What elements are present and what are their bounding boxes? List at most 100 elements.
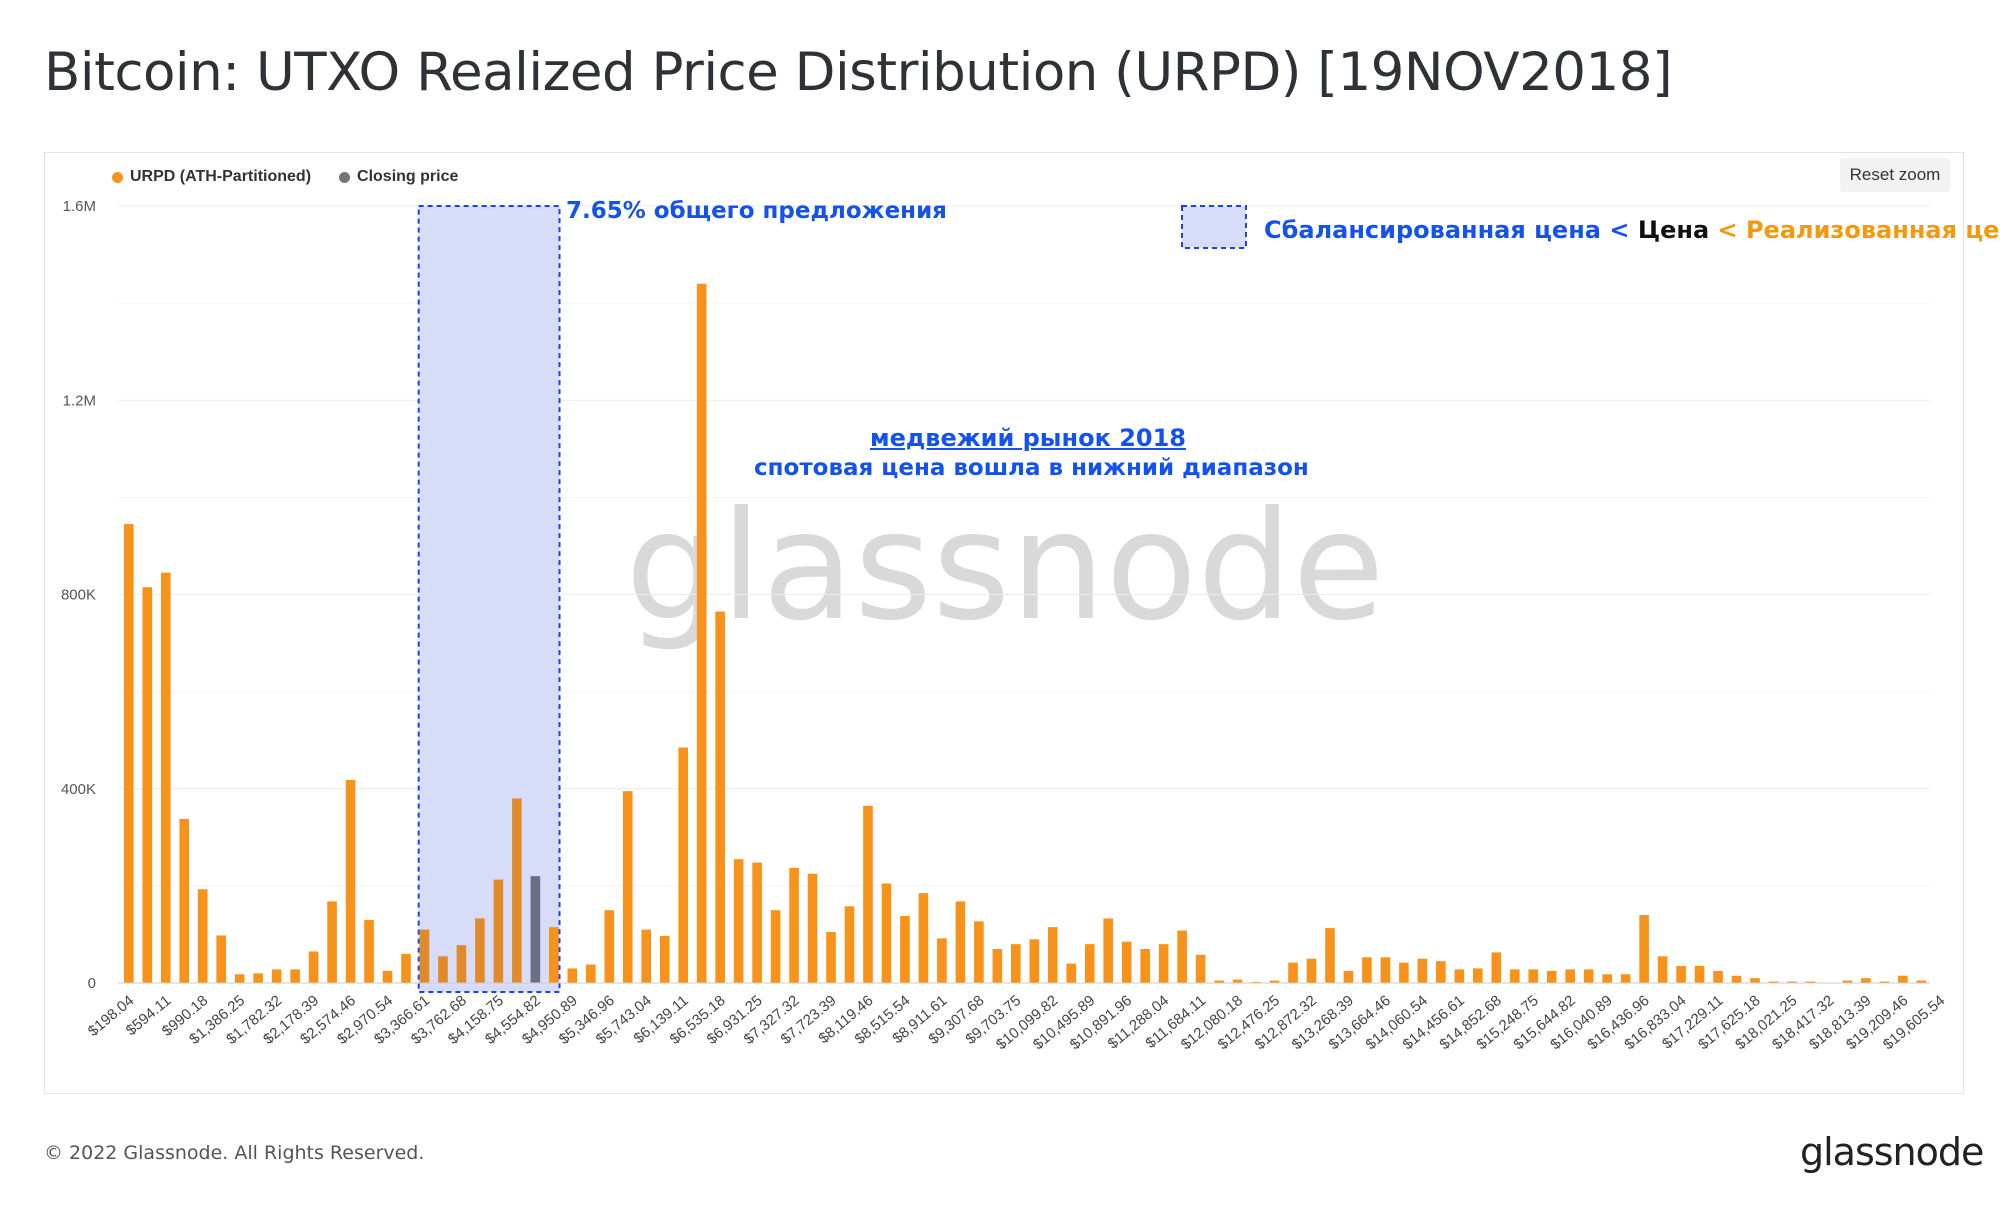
legend-item-closing[interactable]: Closing price bbox=[339, 168, 458, 186]
bar bbox=[549, 927, 559, 983]
y-tick-label: 0 bbox=[88, 975, 96, 992]
chart-panel bbox=[44, 152, 1964, 1094]
bar bbox=[715, 611, 725, 983]
bar bbox=[253, 973, 263, 983]
bar bbox=[1602, 974, 1612, 983]
bar bbox=[364, 919, 374, 983]
page-title: Bitcoin: UTXO Realized Price Distributio… bbox=[44, 42, 1673, 103]
bar bbox=[900, 915, 910, 983]
bar bbox=[1306, 958, 1317, 983]
supply-percentage-annotation: 7.65% общего предложения bbox=[566, 198, 947, 224]
bar bbox=[216, 935, 227, 983]
bar bbox=[1362, 957, 1372, 983]
legend-urpd-label: URPD (ATH-Partitioned) bbox=[130, 168, 312, 185]
bar bbox=[955, 901, 966, 983]
legend-urpd-marker bbox=[112, 171, 123, 183]
bar bbox=[974, 921, 984, 983]
bar bbox=[234, 974, 245, 983]
bar bbox=[826, 932, 836, 983]
bar bbox=[456, 945, 467, 983]
bar bbox=[1842, 980, 1853, 983]
bar bbox=[622, 791, 633, 983]
bar bbox=[585, 964, 596, 983]
bar bbox=[1380, 957, 1391, 983]
bar bbox=[1103, 918, 1114, 983]
reset-zoom-button[interactable]: Reset zoom bbox=[1840, 158, 1950, 192]
bar bbox=[1546, 970, 1557, 983]
bar bbox=[1066, 963, 1077, 983]
bar bbox=[1713, 970, 1723, 983]
key-swatch bbox=[1181, 205, 1247, 249]
y-tick-label: 1.2M bbox=[63, 392, 96, 409]
bar bbox=[770, 910, 781, 983]
bar bbox=[124, 524, 134, 983]
legend-item-urpd[interactable]: URPD (ATH-Partitioned) bbox=[112, 168, 311, 186]
bar bbox=[1121, 941, 1132, 983]
bar bbox=[1084, 944, 1095, 983]
bar bbox=[1288, 962, 1298, 983]
bar bbox=[1399, 962, 1409, 983]
watermark-text: glassnode bbox=[625, 480, 1384, 654]
bar bbox=[1879, 981, 1890, 983]
bar bbox=[308, 951, 319, 983]
key-balanced-price: Сбалансированная цена < bbox=[1264, 216, 1630, 244]
bar bbox=[1861, 978, 1871, 983]
bar bbox=[1140, 949, 1150, 983]
bar bbox=[992, 949, 1003, 983]
bar bbox=[1565, 969, 1576, 983]
bar bbox=[844, 906, 855, 983]
bar bbox=[1417, 958, 1428, 983]
legend-closing-marker bbox=[339, 171, 351, 183]
bar bbox=[179, 818, 190, 983]
bar bbox=[290, 969, 300, 983]
bar bbox=[419, 929, 430, 983]
bar bbox=[1787, 981, 1797, 983]
bar bbox=[1195, 954, 1206, 983]
bar bbox=[382, 970, 393, 983]
bar bbox=[1436, 961, 1446, 983]
bear-market-title: медвежий рынок 2018 bbox=[870, 424, 1187, 452]
bar bbox=[937, 938, 947, 983]
key-realized-price: < Реализованная цена bbox=[1717, 216, 2000, 244]
bar bbox=[659, 935, 670, 983]
bar bbox=[160, 572, 171, 983]
bar bbox=[1047, 927, 1058, 983]
bar bbox=[696, 283, 707, 983]
bar bbox=[1528, 969, 1539, 983]
bar bbox=[918, 893, 929, 983]
bar bbox=[345, 780, 356, 983]
bar bbox=[142, 587, 153, 983]
bar bbox=[1491, 952, 1502, 983]
bar bbox=[1731, 975, 1742, 983]
bar bbox=[1750, 978, 1760, 983]
bar bbox=[1473, 968, 1483, 983]
copyright-notice: © 2022 Glassnode. All Rights Reserved. bbox=[44, 1142, 425, 1164]
bar bbox=[1325, 928, 1335, 983]
glassnode-logo: glassnode bbox=[1800, 1130, 1984, 1174]
bar bbox=[401, 953, 411, 983]
y-tick-label: 800K bbox=[61, 587, 96, 604]
bar bbox=[1232, 979, 1243, 983]
bar bbox=[1639, 915, 1649, 983]
bar bbox=[789, 867, 799, 983]
bar bbox=[1158, 944, 1169, 983]
bar bbox=[733, 859, 744, 983]
chart-legend: URPD (ATH-Partitioned) Closing price bbox=[112, 168, 458, 186]
bar bbox=[641, 929, 652, 983]
bar bbox=[1898, 975, 1908, 983]
bar bbox=[881, 883, 892, 983]
bar bbox=[1694, 966, 1705, 983]
legend-closing-label: Closing price bbox=[357, 168, 459, 185]
bar bbox=[604, 910, 615, 983]
bar bbox=[678, 747, 688, 983]
bar bbox=[1583, 969, 1594, 983]
key-price: Цена bbox=[1637, 216, 1710, 244]
bar bbox=[1454, 969, 1465, 983]
bar bbox=[1676, 966, 1686, 983]
bar bbox=[1620, 974, 1631, 983]
bar bbox=[1011, 944, 1021, 983]
bar bbox=[512, 798, 522, 983]
fair-value-highlight-box bbox=[417, 205, 561, 993]
bar bbox=[530, 876, 541, 983]
bar bbox=[1029, 939, 1040, 983]
